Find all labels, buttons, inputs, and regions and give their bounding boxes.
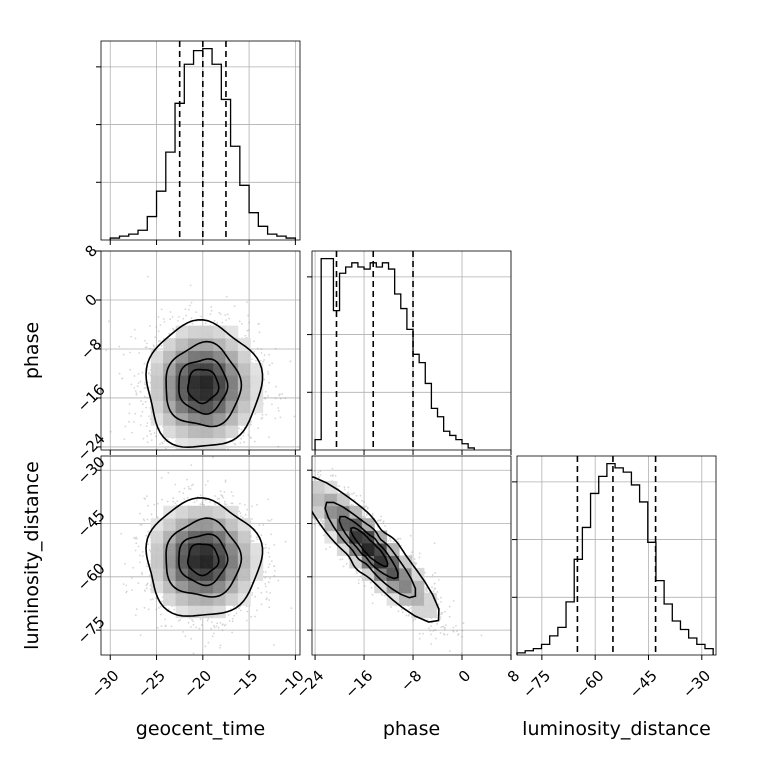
- x-axis-label-phase: phase: [383, 718, 440, 740]
- contour-level-0: [312, 476, 440, 623]
- scatter-panel-geocent_time-phase: [96, 250, 301, 455]
- histogram-luminosity_distance: [516, 463, 714, 655]
- histogram-phase: [314, 258, 475, 450]
- histogram-panel-phase: [307, 250, 512, 455]
- x-tick-label-geocent_time: −20: [180, 667, 215, 702]
- x-tick-label-phase: 8: [504, 667, 523, 686]
- x-tick-label-luminosity_distance: −30: [679, 667, 714, 702]
- contour-level-3: [186, 543, 220, 577]
- x-tick-label-luminosity_distance: −75: [519, 667, 554, 702]
- x-tick-label-geocent_time: −30: [88, 667, 123, 702]
- y-axis-label-phase: phase: [21, 322, 43, 379]
- scatter-panel-phase-luminosity_distance: [307, 455, 512, 660]
- x-tick-label-phase: 0: [455, 667, 474, 686]
- histogram-geocent_time: [109, 48, 297, 240]
- y-tick-label-luminosity_distance: −60: [74, 559, 109, 594]
- x-axis-label-luminosity_distance: luminosity_distance: [522, 718, 711, 740]
- contour-level-2: [178, 358, 229, 415]
- contour-level-1: [165, 340, 243, 428]
- x-tick-label-luminosity_distance: −45: [626, 667, 661, 702]
- y-tick-label-phase: −16: [74, 381, 109, 416]
- contour-level-2: [338, 515, 399, 580]
- histogram-panel-geocent_time: [96, 40, 301, 245]
- y-tick-label-luminosity_distance: −45: [74, 506, 109, 541]
- x-tick-label-geocent_time: −25: [134, 667, 169, 702]
- contour-level-1: [165, 517, 243, 598]
- contour-level-0: [145, 318, 264, 449]
- x-axis-label-geocent_time: geocent_time: [136, 718, 265, 740]
- histogram-panel-luminosity_distance: [512, 455, 717, 660]
- contour-level-3: [350, 526, 389, 568]
- x-tick-label-phase: −8: [397, 667, 425, 695]
- x-tick-label-geocent_time: −15: [226, 667, 261, 702]
- contour-level-3: [186, 368, 220, 405]
- x-tick-label-phase: −16: [341, 667, 376, 702]
- y-axis-label-luminosity_distance: luminosity_distance: [21, 461, 43, 650]
- contour-level-1: [324, 501, 417, 599]
- x-tick-label-luminosity_distance: −60: [572, 667, 607, 702]
- y-tick-label-luminosity_distance: −75: [74, 613, 109, 648]
- contour-level-2: [178, 533, 229, 587]
- contour-level-0: [145, 497, 264, 617]
- scatter-panel-geocent_time-luminosity_distance: [96, 455, 301, 660]
